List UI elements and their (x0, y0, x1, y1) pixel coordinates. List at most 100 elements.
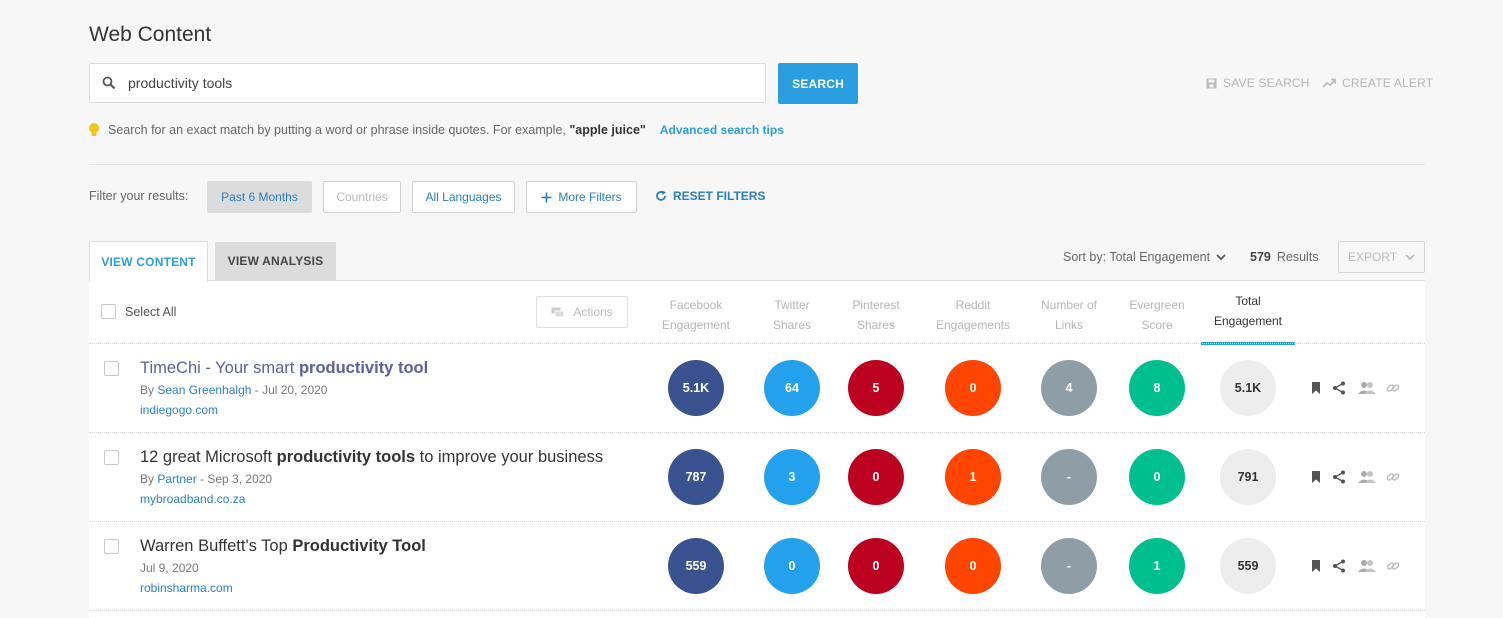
col-line1: Twitter (774, 298, 810, 312)
more-filters-label: More Filters (558, 190, 622, 204)
share-icon[interactable] (1332, 559, 1346, 573)
article-meta: By Sean Greenhalgh - Jul 20, 2020 (140, 383, 327, 397)
article-meta: By Partner - Sep 3, 2020 (140, 472, 272, 486)
create-alert-button[interactable]: CREATE ALERT (1322, 76, 1433, 90)
metric-pinterest: 0 (848, 449, 904, 505)
metric-pinterest: 5 (848, 360, 904, 416)
lightbulb-icon (89, 123, 99, 136)
publish-date: - Jul 20, 2020 (251, 383, 328, 397)
bookmark-icon[interactable] (1309, 470, 1323, 484)
col-evergreen-score[interactable]: Evergreen Score (1102, 295, 1212, 335)
create-alert-label: CREATE ALERT (1342, 76, 1434, 90)
export-button[interactable]: EXPORT (1338, 241, 1425, 273)
row-checkbox[interactable] (104, 450, 119, 465)
tip-text: Search for an exact match by putting a w… (108, 123, 570, 137)
influencers-icon[interactable] (1358, 559, 1376, 573)
metric-evergreen: 8 (1129, 360, 1185, 416)
col-line1: Facebook (669, 298, 723, 312)
metric-total: 5.1K (1220, 360, 1276, 416)
article-meta: Jul 9, 2020 (140, 561, 199, 575)
share-icon[interactable] (1332, 381, 1346, 395)
author-link[interactable]: Partner (157, 472, 197, 486)
reset-filters-button[interactable]: RESET FILTERS (655, 189, 765, 203)
col-number-of-links[interactable]: Number of Links (1014, 295, 1124, 335)
metric-links: 4 (1041, 360, 1097, 416)
article-title[interactable]: 12 great Microsoft productivity tools to… (140, 448, 603, 467)
metric-links: - (1041, 538, 1097, 594)
tab-view-content[interactable]: VIEW CONTENT (89, 241, 208, 282)
author-link[interactable]: Sean Greenhalgh (157, 383, 252, 397)
title-text: 12 great Microsoft (140, 448, 277, 466)
filter-label: Filter your results: (89, 189, 189, 203)
metric-twitter: 0 (764, 538, 820, 594)
publish-date: - Sep 3, 2020 (196, 472, 273, 486)
title-text-end: to improve your business (415, 448, 604, 466)
publish-date: Jul 9, 2020 (140, 561, 199, 575)
export-label: EXPORT (1347, 250, 1398, 264)
article-domain[interactable]: indiegogo.com (140, 403, 219, 417)
title-keyword: Productivity Tool (292, 537, 426, 555)
col-total-engagement[interactable]: Total Engagement (1193, 291, 1303, 331)
article-title[interactable]: Warren Buffett's Top Productivity Tool (140, 537, 426, 556)
influencers-icon[interactable] (1358, 381, 1376, 395)
metric-facebook: 5.1K (668, 360, 724, 416)
col-pinterest-shares[interactable]: Pinterest Shares (821, 295, 931, 335)
col-reddit-engagements[interactable]: Reddit Engagements (918, 295, 1028, 335)
advanced-search-tips-link[interactable]: Advanced search tips (659, 123, 784, 137)
col-line1: Total (1235, 294, 1261, 308)
search-tip: Search for an exact match by putting a w… (88, 122, 784, 138)
search-input[interactable] (128, 64, 758, 102)
backlinks-icon[interactable] (1386, 470, 1400, 484)
title-keyword: productivity tool (298, 359, 429, 377)
col-facebook-engagement[interactable]: Facebook Engagement (641, 295, 751, 335)
chat-bubbles-icon (551, 307, 565, 317)
article-domain[interactable]: mybroadband.co.za (140, 492, 246, 506)
search-button[interactable]: SEARCH (778, 63, 858, 104)
divider (89, 164, 1425, 165)
tab-view-analysis[interactable]: VIEW ANALYSIS (215, 242, 336, 280)
filter-languages[interactable]: All Languages (412, 181, 515, 213)
share-icon[interactable] (1332, 470, 1346, 484)
col-line1: Evergreen (1129, 298, 1185, 312)
search-box[interactable] (89, 63, 766, 103)
search-icon (102, 76, 116, 90)
col-line2: Engagement (661, 318, 731, 332)
more-filters-button[interactable]: More Filters (526, 181, 637, 213)
save-search-button[interactable]: SAVE SEARCH (1206, 76, 1310, 90)
filter-countries[interactable]: Countries (323, 181, 401, 213)
metric-pinterest: 0 (848, 538, 904, 594)
col-twitter-shares[interactable]: Twitter Shares (737, 295, 847, 335)
actions-label: Actions (573, 305, 613, 319)
col-line1: Number of (1040, 298, 1098, 312)
select-all[interactable]: Select All (101, 304, 176, 319)
col-line2: Shares (772, 318, 812, 332)
metric-twitter: 3 (764, 449, 820, 505)
filter-past-6-months[interactable]: Past 6 Months (207, 181, 312, 213)
sort-dropdown[interactable]: Sort by: Total Engagement (1063, 250, 1226, 264)
bookmark-icon[interactable] (1309, 559, 1323, 573)
metric-evergreen: 0 (1129, 449, 1185, 505)
save-search-label: SAVE SEARCH (1223, 76, 1310, 90)
article-domain[interactable]: robinsharma.com (140, 581, 233, 595)
tip-example: "apple juice" (569, 123, 646, 137)
metric-total: 559 (1220, 538, 1276, 594)
metric-total: 791 (1220, 449, 1276, 505)
actions-button[interactable]: Actions (536, 296, 628, 328)
floppy-disk-icon (1206, 78, 1217, 88)
backlinks-icon[interactable] (1386, 559, 1400, 573)
chevron-down-icon (1216, 253, 1226, 260)
metric-evergreen: 1 (1129, 538, 1185, 594)
metric-facebook: 559 (668, 538, 724, 594)
title-text: TimeChi - Your smart (140, 359, 299, 377)
select-all-checkbox[interactable] (101, 304, 116, 319)
bookmark-icon[interactable] (1309, 381, 1323, 395)
by-label: By (140, 383, 158, 397)
backlinks-icon[interactable] (1386, 381, 1400, 395)
col-line1: Pinterest (852, 298, 900, 312)
metric-twitter: 64 (764, 360, 820, 416)
row-checkbox[interactable] (104, 361, 119, 376)
article-title[interactable]: TimeChi - Your smart productivity tool (140, 359, 428, 378)
influencers-icon[interactable] (1358, 470, 1376, 484)
row-checkbox[interactable] (104, 539, 119, 554)
metric-facebook: 787 (668, 449, 724, 505)
